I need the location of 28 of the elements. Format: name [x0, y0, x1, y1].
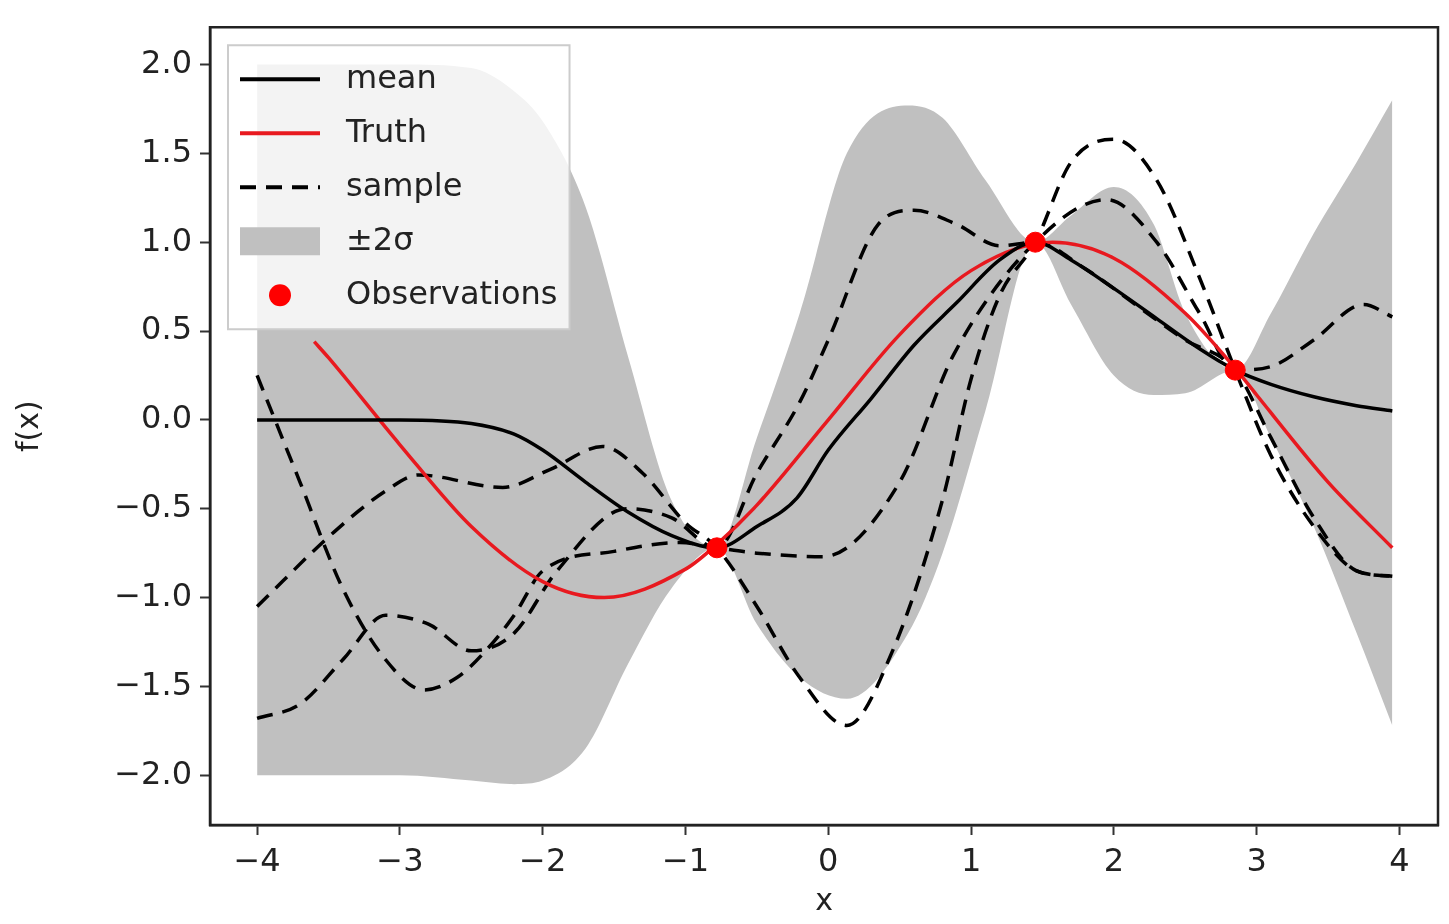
x-tick-label: −1	[661, 840, 710, 879]
x-tick-label: −3	[376, 840, 424, 879]
x-axis-title: x	[815, 881, 833, 917]
legend-label: ±2σ	[346, 219, 414, 258]
y-tick-label: −1.5	[114, 664, 192, 703]
legend-label: sample	[346, 165, 463, 204]
y-tick-label: 0.5	[141, 309, 192, 348]
x-tick-label: 3	[1246, 840, 1267, 879]
y-tick-label: 1.0	[141, 220, 192, 259]
y-tick-label: 0.0	[141, 398, 192, 437]
x-tick-label: 0	[818, 840, 839, 879]
x-tick-label: −2	[519, 840, 567, 879]
point	[1024, 231, 1046, 253]
y-tick-label: −2.0	[114, 753, 192, 792]
legend-label: mean	[346, 57, 437, 96]
x-tick-label: 1	[960, 840, 982, 879]
x-tick-label: 2	[1103, 840, 1125, 879]
x-tick-label: 4	[1389, 840, 1410, 879]
y-axis-title: f(x)	[9, 400, 45, 452]
point	[706, 537, 728, 559]
y-tick-label: −1.0	[114, 575, 192, 614]
x-tick-label: −4	[233, 840, 281, 879]
legend-label: Observations	[346, 273, 558, 312]
y-tick-label: 1.5	[141, 131, 192, 170]
legend-label: Truth	[345, 111, 428, 150]
point	[1224, 359, 1246, 381]
y-tick-label: 2.0	[141, 42, 192, 81]
y-tick-label: −0.5	[114, 487, 192, 526]
